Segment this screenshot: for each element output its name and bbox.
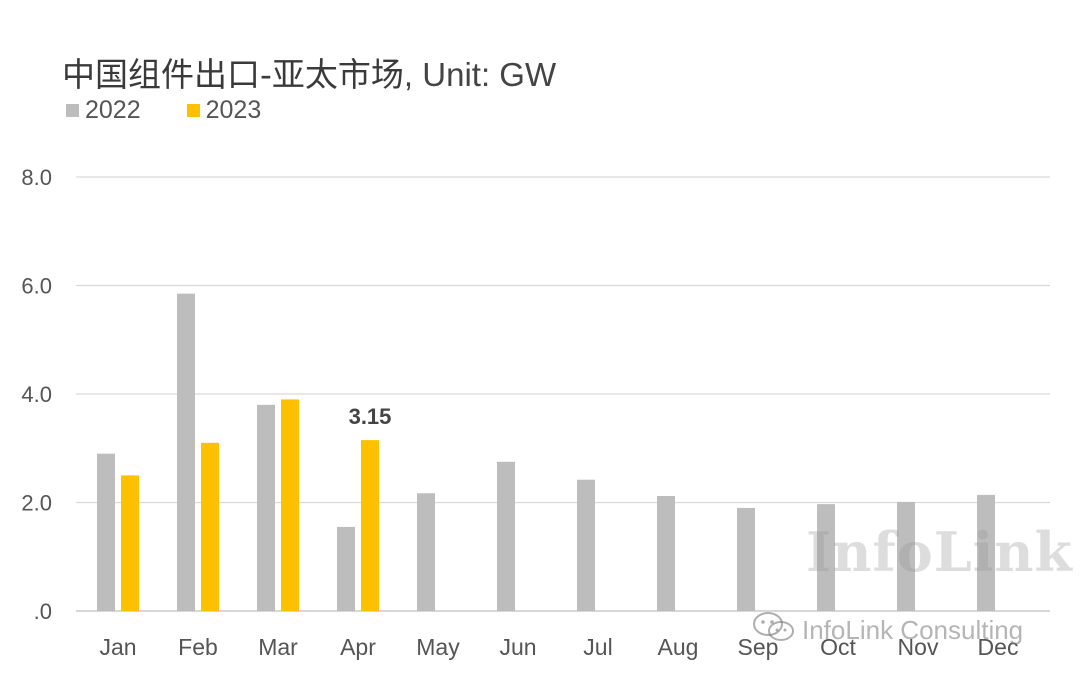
- bar-2023-jan: [121, 475, 139, 611]
- x-tick-label: Aug: [658, 634, 699, 660]
- bar-2022-oct: [817, 504, 835, 611]
- y-tick-label: 4.0: [21, 382, 52, 407]
- x-tick-label: May: [416, 634, 460, 660]
- bar-2022-jun: [497, 461, 515, 611]
- legend-item-2023: 2023: [186, 96, 262, 125]
- bar-2023-apr: [361, 440, 379, 611]
- legend-swatch-2022: [66, 104, 79, 117]
- bar-2022-feb: [177, 293, 195, 611]
- legend-label-2022: 2022: [85, 96, 141, 124]
- x-tick-label: Mar: [258, 634, 298, 660]
- watermark-logo: InfoLink: [806, 520, 1073, 584]
- bar-2022-sep: [737, 507, 755, 611]
- y-tick-label: 8.0: [21, 165, 52, 190]
- x-tick-label: Sep: [738, 634, 779, 660]
- bar-2023-mar: [281, 399, 299, 611]
- watermark-footer: InfoLink Consulting: [752, 610, 1023, 651]
- bar-2022-nov: [897, 501, 915, 611]
- legend-swatch-2023: [186, 104, 200, 117]
- bar-2022-may: [417, 493, 435, 611]
- bar-2022-aug: [657, 495, 675, 611]
- y-tick-label: 2.0: [21, 491, 52, 516]
- x-tick-label: Oct: [820, 634, 856, 660]
- bar-2022-apr: [337, 526, 355, 611]
- x-tick-label: Nov: [898, 634, 939, 660]
- x-tick-label: Jul: [583, 634, 612, 660]
- y-tick-label: 6.0: [21, 274, 52, 299]
- bar-2022-jul: [577, 479, 595, 611]
- chart-title-main: 中国组件出口-亚太市场: [62, 55, 404, 94]
- wechat-icon: [752, 610, 796, 651]
- watermark-footer-text: InfoLink Consulting: [802, 615, 1024, 645]
- legend-label-2023: 2023: [205, 96, 262, 124]
- legend-item-2022: 2022: [66, 96, 141, 125]
- x-tick-label: Feb: [178, 634, 218, 660]
- legend: 2022 2023: [66, 96, 307, 125]
- y-tick-label: .0: [34, 599, 52, 624]
- x-tick-label: Jun: [499, 634, 536, 660]
- chart-title: 中国组件出口-亚太市场, Unit: GW: [62, 48, 556, 96]
- x-tick-label: Dec: [978, 634, 1019, 660]
- x-tick-label: Jan: [99, 634, 136, 660]
- chart-title-unit: , Unit: GW: [403, 56, 557, 93]
- bar-2023-feb: [201, 442, 219, 611]
- x-tick-label: Apr: [340, 634, 376, 660]
- bar-2022-mar: [257, 404, 275, 611]
- data-label: 3.15: [349, 404, 392, 429]
- bar-2022-jan: [97, 453, 115, 611]
- bar-2022-dec: [977, 494, 995, 611]
